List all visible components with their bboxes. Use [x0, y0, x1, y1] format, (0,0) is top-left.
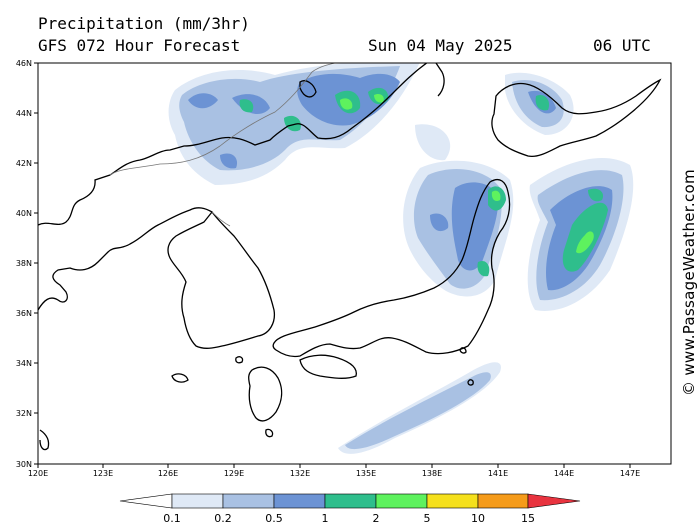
- lon-label: 126E: [158, 469, 178, 478]
- legend-colorbar: [119, 493, 581, 509]
- coastlines: [38, 63, 662, 451]
- lon-label: 135E: [356, 469, 376, 478]
- lat-label: 38N: [16, 259, 32, 268]
- legend-label: 10: [471, 512, 485, 525]
- legend-label: 0.5: [265, 512, 283, 525]
- legend-swatch: [477, 493, 529, 509]
- legend-label: 5: [424, 512, 431, 525]
- lat-label: 46N: [16, 59, 32, 68]
- lat-label: 44N: [16, 109, 32, 118]
- lon-label: 144E: [554, 469, 574, 478]
- lon-label: 141E: [488, 469, 508, 478]
- legend-swatch: [222, 493, 275, 509]
- legend-label: 0.1: [163, 512, 181, 525]
- legend-swatch: [527, 493, 581, 509]
- legend-swatch: [119, 493, 173, 509]
- legend-swatch: [324, 493, 377, 509]
- legend-swatch: [375, 493, 428, 509]
- legend-label: 1: [322, 512, 329, 525]
- legend-label: 2: [373, 512, 380, 525]
- lon-label: 138E: [422, 469, 442, 478]
- lon-label: 120E: [28, 469, 48, 478]
- legend-swatch: [273, 493, 326, 509]
- lat-label: 34N: [16, 359, 32, 368]
- legend-swatch: [426, 493, 479, 509]
- legend-label: 0.2: [214, 512, 232, 525]
- forecast-time: 06 UTC: [593, 36, 651, 55]
- axis-ticks: [34, 62, 631, 468]
- legend-label: 15: [521, 512, 535, 525]
- lon-label: 132E: [290, 469, 310, 478]
- lat-label: 42N: [16, 159, 32, 168]
- legend-swatch: [171, 493, 224, 509]
- lat-label: 40N: [16, 209, 32, 218]
- lat-label: 32N: [16, 409, 32, 418]
- lon-label: 123E: [93, 469, 113, 478]
- watermark: © www.PassageWeather.com: [680, 169, 698, 396]
- borders: [109, 63, 338, 227]
- forecast-date: Sun 04 May 2025: [368, 36, 513, 55]
- precip-2: [340, 93, 594, 254]
- lat-label: 30N: [16, 460, 32, 469]
- lon-label: 147E: [620, 469, 640, 478]
- lon-label: 129E: [224, 469, 244, 478]
- map-title: Precipitation (mm/3hr): [38, 14, 250, 33]
- lat-label: 36N: [16, 309, 32, 318]
- forecast-subtitle: GFS 072 Hour Forecast: [38, 36, 241, 55]
